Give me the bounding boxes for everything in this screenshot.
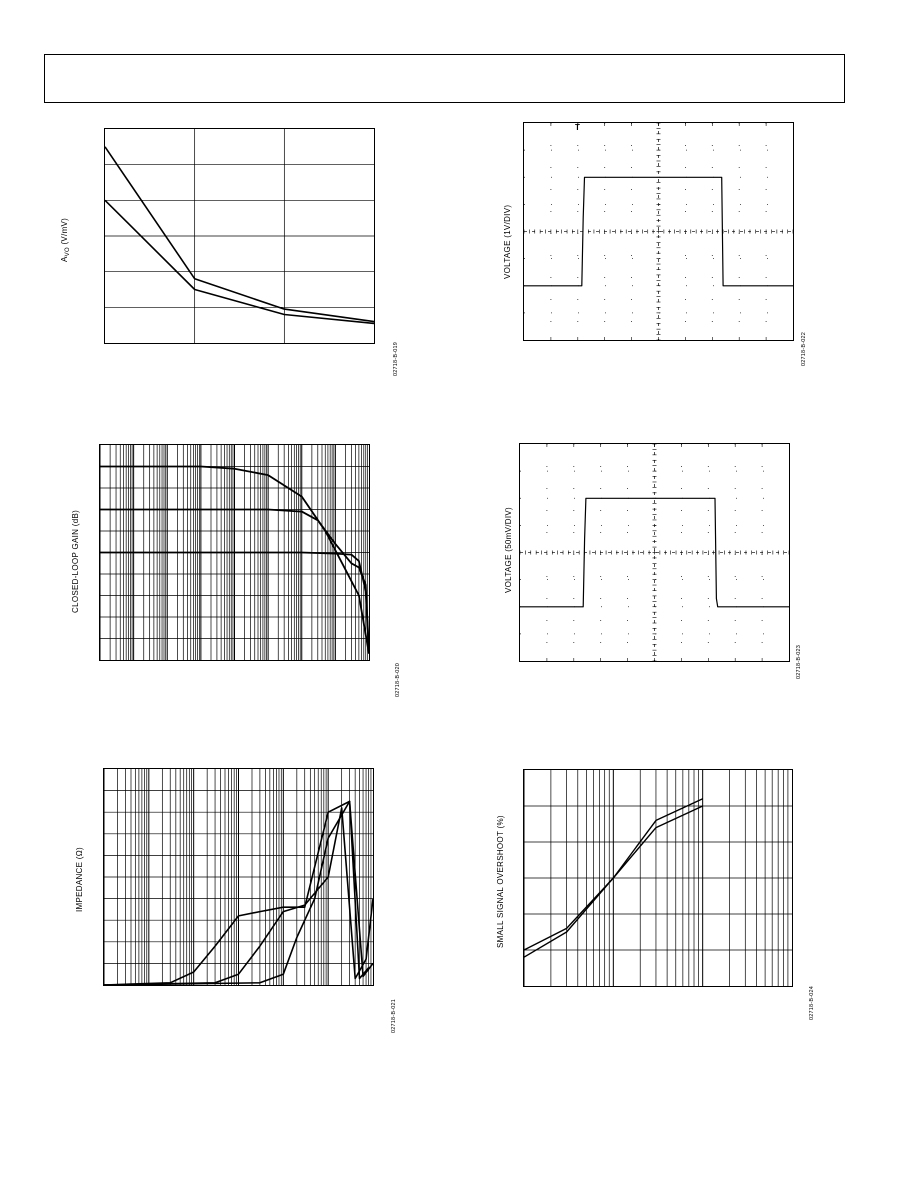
clgain-series-1 [100, 465, 370, 654]
overshoot-chart-svg [523, 770, 792, 986]
avo-series-2 [104, 199, 375, 325]
pulse-small-chart-svg [519, 443, 790, 662]
clgain-series-2 [100, 508, 370, 654]
trigger-marker-label: T [575, 123, 580, 132]
clgain-y-axis-label: CLOSED-LOOP GAIN (dB) [71, 509, 80, 613]
overshoot-grid [523, 770, 792, 986]
overshoot-figure-id: 02718-B-024 [809, 985, 815, 1020]
impedance-chart [103, 768, 374, 986]
impedance-series-2 [103, 807, 374, 986]
impedance-grid [103, 769, 373, 985]
pulse-small-figure-id: 02718-B-023 [796, 644, 802, 679]
pulse_small-series-1 [520, 497, 789, 608]
overshoot-series-2 [523, 805, 703, 958]
pulse_large-grid [523, 122, 794, 341]
overshoot-chart [523, 769, 793, 987]
avo-grid [105, 129, 374, 343]
impedance-y-axis-label: IMPEDANCE (Ω) [75, 847, 84, 912]
pulse-large-figure-id: 02718-B-022 [801, 331, 807, 366]
avo-figure-id: 02718-B-019 [393, 341, 399, 376]
avo-series-1 [104, 146, 375, 323]
impedance-chart-svg [103, 769, 374, 986]
impedance-series-3 [103, 800, 374, 986]
pulse_small-grid [519, 443, 790, 662]
avo-ylabel-main: A [60, 256, 69, 262]
clgain-chart [99, 444, 370, 661]
avo-chart-svg [104, 129, 375, 343]
avo-ylabel-sub: VO [65, 247, 71, 257]
clgain-series-3 [100, 551, 370, 654]
clgain-chart-svg [99, 445, 370, 660]
impedance-figure-id: 02718-B-021 [391, 998, 397, 1033]
pulse-large-y-axis-label: VOLTAGE (1V/DIV) [503, 204, 512, 279]
overshoot-y-axis-label: SMALL SIGNAL OVERSHOOT (%) [496, 815, 505, 948]
pulse-large-chart [523, 122, 794, 341]
avo-chart [104, 128, 375, 344]
avo-ylabel-unit: (V/mV) [60, 217, 69, 248]
avo-y-axis-label: AVO (V/mV) [60, 218, 71, 262]
pulse-small-chart [519, 443, 790, 662]
pulse-small-y-axis-label: VOLTAGE (50mV/DIV) [504, 506, 513, 593]
clgain-figure-id: 02718-B-020 [395, 662, 401, 697]
pulse_large-series-1 [524, 176, 793, 287]
pulse-large-chart-svg [523, 122, 794, 341]
page-header-box [44, 54, 845, 103]
